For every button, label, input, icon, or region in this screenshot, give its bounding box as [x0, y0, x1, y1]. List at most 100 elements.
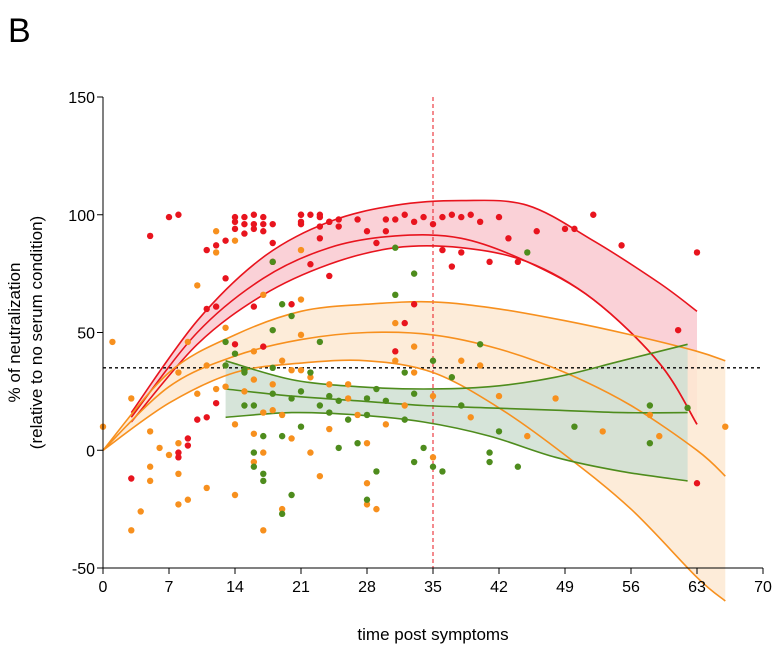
orange-data-point	[269, 407, 276, 414]
red-data-point	[260, 343, 267, 350]
green-data-point	[410, 390, 418, 397]
green-data-point	[646, 439, 654, 447]
orange-data-point	[194, 282, 201, 289]
orange-data-point	[203, 484, 210, 492]
red-data-point	[505, 235, 512, 242]
red-data-point	[231, 225, 239, 233]
red-data-point	[241, 213, 248, 221]
red-data-point	[231, 341, 239, 348]
red-data-point	[420, 213, 427, 221]
green-data-point	[269, 364, 276, 372]
green-data-point	[354, 439, 361, 447]
red-data-point	[439, 213, 446, 221]
red-data-point	[439, 246, 446, 254]
red-data-point	[307, 261, 314, 268]
orange-data-point	[175, 501, 182, 508]
red-data-point	[467, 211, 474, 218]
panel-label: B	[8, 12, 31, 50]
green-data-point	[231, 350, 239, 357]
orange-data-point	[212, 249, 220, 256]
red-data-point	[297, 211, 305, 218]
green-data-point	[316, 402, 324, 409]
red-confidence-band	[131, 200, 698, 425]
green-data-point	[335, 397, 342, 404]
red-data-point	[203, 246, 210, 254]
orange-data-point	[363, 480, 371, 487]
green-data-point	[326, 392, 333, 400]
red-data-point	[297, 220, 305, 228]
green-data-point	[297, 388, 305, 395]
orange-data-point	[552, 395, 559, 402]
red-data-point	[203, 305, 210, 313]
orange-data-point	[260, 527, 267, 534]
red-data-point	[288, 301, 295, 308]
green-data-point	[363, 395, 371, 402]
green-data-point	[646, 402, 654, 409]
red-data-point	[175, 454, 182, 461]
orange-data-point	[222, 383, 229, 390]
red-data-point	[203, 414, 210, 421]
orange-data-point	[278, 357, 286, 364]
confidence-bands	[103, 200, 726, 601]
green-data-point	[250, 463, 258, 470]
orange-data-point	[344, 395, 352, 402]
green-data-point	[288, 491, 295, 499]
green-data-point	[429, 357, 437, 364]
orange-data-point	[288, 435, 295, 442]
green-data-point	[335, 444, 342, 452]
green-data-point	[382, 397, 390, 404]
green-data-point	[392, 244, 399, 251]
y-tick-label: 100	[68, 208, 95, 225]
orange-data-point	[307, 374, 314, 381]
red-data-point	[184, 435, 192, 442]
orange-data-point	[401, 402, 408, 409]
red-data-point	[260, 220, 267, 228]
green-data-point	[269, 326, 276, 334]
red-data-point	[316, 235, 324, 242]
orange-data-point	[429, 392, 437, 400]
red-data-point	[401, 211, 408, 218]
y-axis-title-line: % of neutralization	[5, 263, 24, 403]
red-data-point	[458, 213, 465, 221]
orange-data-point	[326, 425, 333, 433]
orange-data-point	[297, 296, 305, 303]
data-points	[99, 211, 729, 534]
orange-data-point	[137, 508, 144, 515]
green-data-point	[307, 369, 314, 376]
red-data-point	[354, 216, 361, 223]
red-data-point	[269, 239, 276, 247]
green-data-point	[684, 404, 691, 412]
red-data-point	[326, 218, 333, 226]
red-data-point	[231, 218, 239, 226]
red-data-point	[693, 249, 701, 256]
red-data-point	[146, 232, 154, 240]
green-data-point	[344, 416, 352, 423]
green-fit-upper	[225, 343, 688, 390]
orange-data-point	[212, 385, 220, 393]
orange-data-point	[175, 470, 182, 477]
green-data-point	[278, 432, 286, 440]
orange-data-point	[175, 439, 182, 447]
red-data-point	[382, 216, 390, 223]
red-fit-lower	[130, 245, 698, 425]
green-data-point	[524, 249, 531, 256]
orange-data-point	[260, 449, 267, 456]
orange-data-point	[146, 463, 154, 470]
red-data-point	[693, 480, 701, 487]
green-data-point	[401, 369, 408, 376]
orange-data-point	[326, 381, 333, 388]
red-data-point	[231, 213, 239, 221]
orange-data-point	[175, 369, 182, 376]
red-data-point	[448, 263, 456, 270]
green-data-point	[458, 402, 465, 409]
orange-data-point	[458, 357, 465, 364]
red-data-point	[260, 228, 267, 235]
green-data-point	[288, 395, 295, 402]
red-data-point	[392, 216, 399, 223]
red-data-point	[269, 220, 276, 228]
orange-data-point	[297, 246, 305, 254]
red-data-point	[533, 228, 540, 235]
y-axis-title-line: (relative to no serum condition)	[27, 216, 46, 449]
red-data-point	[495, 213, 503, 221]
